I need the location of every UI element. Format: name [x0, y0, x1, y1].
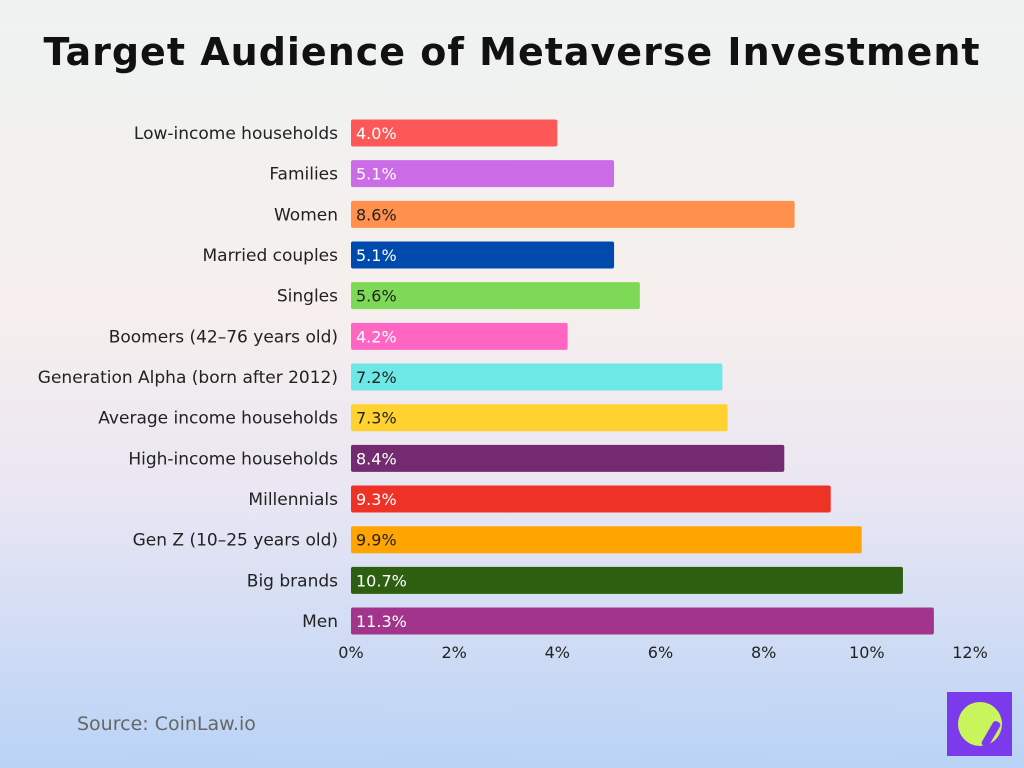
- data-label: 9.9%: [356, 531, 397, 550]
- brand-logo: [947, 692, 1012, 756]
- category-label: Married couples: [203, 246, 339, 266]
- data-label: 5.6%: [356, 287, 397, 306]
- x-tick-label: 10%: [849, 643, 885, 662]
- x-tick-label: 0%: [338, 643, 363, 662]
- bar: [351, 119, 558, 147]
- data-label: 7.2%: [356, 368, 397, 387]
- bar: [351, 322, 568, 350]
- category-label: Big brands: [247, 571, 338, 591]
- data-label: 11.3%: [356, 612, 407, 631]
- x-tick-label: 8%: [751, 643, 776, 662]
- category-label: Families: [269, 165, 338, 185]
- bar: [351, 200, 795, 228]
- bar: [351, 526, 862, 554]
- category-label: Boomers (42–76 years old): [109, 327, 338, 347]
- x-tick-label: 4%: [545, 643, 570, 662]
- data-label: 8.4%: [356, 449, 397, 468]
- data-label: 5.1%: [356, 246, 397, 265]
- data-label: 9.3%: [356, 490, 397, 509]
- bar: [351, 404, 728, 432]
- bar: [351, 241, 615, 269]
- x-tick-label: 6%: [648, 643, 673, 662]
- data-label: 4.0%: [356, 124, 397, 143]
- bar: [351, 444, 785, 472]
- bar: [351, 566, 903, 594]
- category-label: Low-income households: [134, 124, 338, 144]
- category-label: High-income households: [128, 449, 338, 469]
- chart-title: Target Audience of Metaverse Investment: [43, 30, 981, 74]
- x-tick-label: 2%: [441, 643, 466, 662]
- bar: [351, 363, 723, 391]
- compass-icon: [958, 702, 1002, 749]
- bar: [351, 485, 831, 513]
- bar: [351, 607, 934, 635]
- category-label: Average income households: [98, 409, 338, 429]
- source-note: Source: CoinLaw.io: [77, 713, 256, 735]
- category-label: Gen Z (10–25 years old): [133, 531, 338, 551]
- bar: [351, 282, 640, 310]
- bar: [351, 160, 615, 188]
- category-label: Women: [274, 205, 338, 225]
- data-label: 4.2%: [356, 327, 397, 346]
- data-label: 8.6%: [356, 205, 397, 224]
- category-label: Millennials: [248, 490, 338, 510]
- category-label: Generation Alpha (born after 2012): [38, 368, 338, 388]
- x-tick-label: 12%: [952, 643, 988, 662]
- data-label: 7.3%: [356, 409, 397, 428]
- category-label: Men: [302, 612, 338, 632]
- category-label: Singles: [277, 287, 338, 307]
- data-label: 10.7%: [356, 571, 407, 590]
- data-label: 5.1%: [356, 165, 397, 184]
